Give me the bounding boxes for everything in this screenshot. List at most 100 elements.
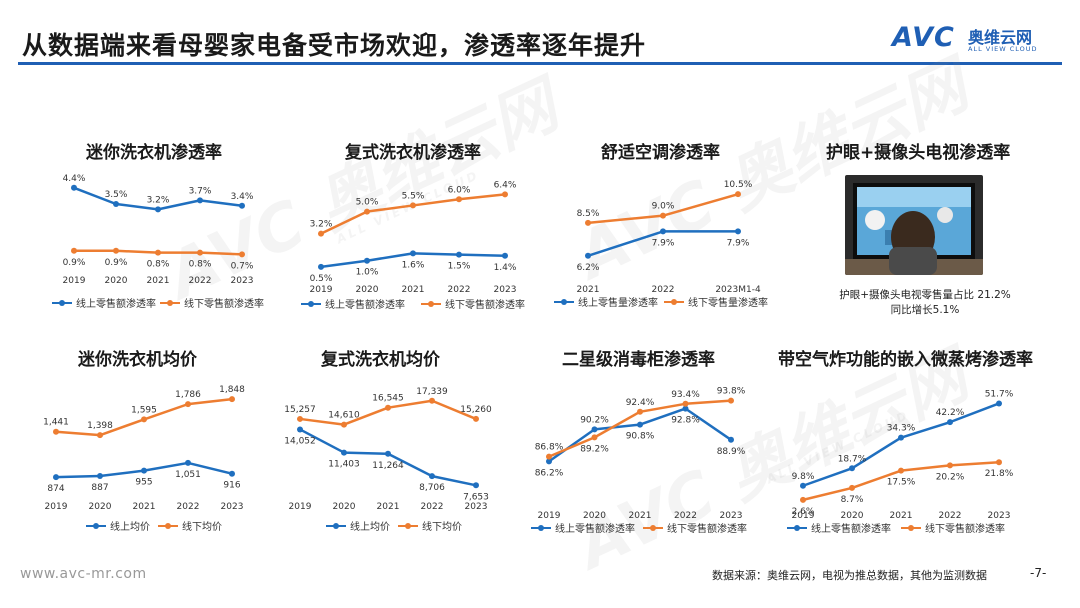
legend-label: 线下零售额渗透率	[925, 522, 1005, 535]
chart-comfort-ac-penetration: 2021 2022 2023M1-4 6.2% 7.9% 7.9% 线上零售量渗透率 8.5%…	[554, 180, 768, 309]
data-label: 14,052	[284, 436, 316, 446]
chart-sterilizer-penetration: 2019 2020 2021 2022 2023 86.2% 90.2% 90.8% 92.8%…	[531, 387, 747, 535]
data-label: 17.5%	[887, 478, 916, 488]
x-tick-label: 2019	[792, 511, 815, 521]
legend-label: 线上均价	[350, 520, 390, 533]
chart-title: 二星级消毒柜渗透率	[562, 350, 715, 370]
data-label: 1.6%	[402, 260, 425, 270]
x-tick-label: 2020	[841, 511, 864, 521]
data-point	[947, 462, 953, 469]
tv-note-line2: 同比增长5.1%	[890, 304, 960, 316]
legend-marker	[405, 523, 411, 529]
data-label: 916	[223, 481, 240, 491]
data-point	[682, 400, 689, 407]
legend-marker	[167, 300, 173, 306]
data-point	[71, 184, 77, 191]
data-label: 6.0%	[448, 185, 471, 195]
chart-steam-oven-penetration: 2019 2020 2021 2022 2023 9.8% 18.7% 34.3% 42.2% 5…	[787, 389, 1014, 535]
data-label: 11,264	[372, 461, 404, 471]
data-point	[385, 404, 391, 411]
data-label: 90.8%	[626, 432, 655, 442]
data-point	[682, 405, 689, 412]
x-tick-label: 2020	[89, 502, 112, 512]
x-tick-label: 2023M1-4	[715, 285, 761, 295]
x-tick-label: 2022	[421, 502, 444, 512]
data-label: 1,848	[219, 385, 245, 395]
data-label: 7,653	[463, 492, 489, 502]
chart-title: 复式洗衣机渗透率	[345, 143, 481, 163]
data-label: 3.2%	[147, 195, 170, 205]
data-point	[898, 434, 904, 441]
data-label: 1,441	[43, 418, 69, 428]
data-point	[735, 191, 741, 198]
data-point	[473, 415, 479, 422]
data-point	[141, 467, 147, 474]
data-point	[229, 470, 235, 477]
data-label: 1.4%	[494, 263, 517, 273]
data-point	[660, 228, 666, 235]
data-label: 18.7%	[838, 454, 867, 464]
data-point	[660, 212, 666, 219]
tv-chart-title: 护眼+摄像头电视渗透率	[826, 143, 1011, 163]
data-label: 9.0%	[652, 202, 675, 212]
data-point	[637, 421, 643, 428]
data-label: 93.4%	[671, 390, 700, 400]
data-label: 1,051	[175, 470, 201, 480]
data-point	[898, 467, 904, 474]
data-label: 93.8%	[717, 387, 746, 397]
data-point	[197, 249, 203, 256]
x-tick-label: 2021	[577, 285, 600, 295]
data-point	[229, 396, 235, 403]
data-label: 15,257	[284, 405, 316, 415]
data-point	[585, 252, 591, 259]
data-point	[318, 230, 324, 237]
x-tick-label: 2023	[221, 502, 244, 512]
legend-label: 线上零售额渗透率	[325, 298, 405, 311]
data-label: 92.8%	[671, 416, 700, 426]
footer-source: 数据来源：奥维云网，电视为推总数据，其他为监测数据	[712, 569, 987, 582]
data-label: 1,398	[87, 421, 113, 431]
tv-note-line1: 护眼+摄像头电视零售量占比 21.2%	[839, 289, 1011, 301]
chart-title: 迷你洗衣机均价	[78, 350, 197, 370]
data-label: 10.5%	[724, 180, 753, 190]
legend-marker	[93, 523, 99, 529]
logo-en: ALL VIEW CLOUD	[968, 45, 1038, 53]
chart-title: 舒适空调渗透率	[601, 143, 720, 163]
legend-label: 线下零售额渗透率	[184, 297, 264, 310]
data-point	[473, 482, 479, 489]
chart-title: 带空气炸功能的嵌入微蒸烤渗透率	[778, 350, 1033, 370]
data-label: 42.2%	[936, 408, 965, 418]
data-point	[297, 426, 303, 433]
data-point	[155, 249, 161, 256]
data-label: 17,339	[416, 387, 448, 397]
data-label: 2.6%	[792, 507, 815, 517]
tv-child-photo	[845, 175, 983, 275]
data-point	[947, 419, 953, 426]
legend-label: 线上零售量渗透率	[578, 296, 658, 309]
x-tick-label: 2022	[939, 511, 962, 521]
data-point	[502, 191, 508, 198]
x-tick-label: 2019	[45, 502, 68, 512]
legend-marker	[308, 301, 314, 307]
x-tick-label: 2020	[333, 502, 356, 512]
legend-label: 线上均价	[110, 520, 150, 533]
data-point	[456, 196, 462, 203]
data-label: 89.2%	[580, 444, 609, 454]
x-tick-label: 2022	[652, 285, 675, 295]
data-label: 15,260	[460, 405, 492, 415]
footer-url: www.avc-mr.com	[20, 566, 147, 582]
legend-label: 线下零售量渗透率	[688, 296, 768, 309]
data-point	[185, 459, 191, 466]
chart-dual-washer-penetration: 2019 2020 2021 2022 2023 0.5% 1.0% 1.6% 1.5% 1.4%…	[301, 180, 525, 311]
legend-label: 线上零售额渗透率	[811, 522, 891, 535]
chart-dual-washer-price: 2019 2020 2021 2022 2023 14,052 11,403 11,264 8,…	[284, 387, 492, 533]
series-line	[299, 428, 477, 487]
x-tick-label: 2019	[310, 285, 333, 295]
page-number: -7-	[1030, 566, 1047, 580]
data-point	[800, 496, 806, 503]
data-label: 34.3%	[887, 424, 916, 434]
data-point	[318, 263, 324, 270]
x-tick-label: 2022	[674, 511, 697, 521]
x-tick-label: 2020	[105, 276, 128, 286]
x-tick-label: 2019	[63, 276, 86, 286]
